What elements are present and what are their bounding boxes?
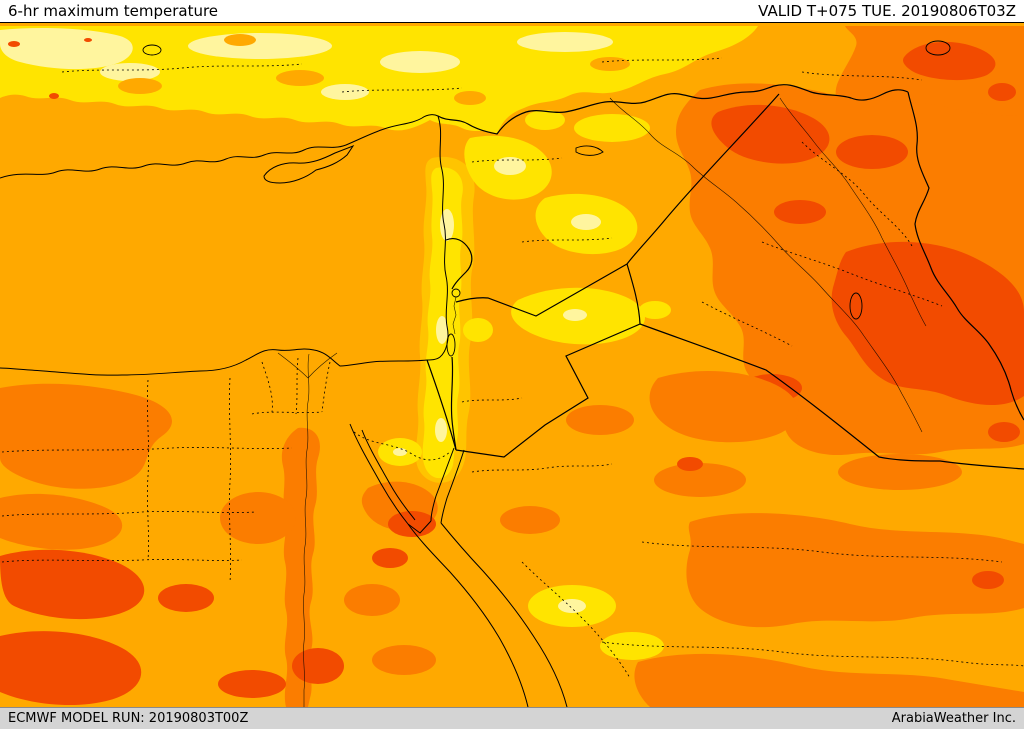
syria-contours (464, 110, 671, 345)
israel-egypt-border (426, 359, 457, 451)
tigris-river (779, 97, 927, 327)
euphrates-river (609, 97, 923, 433)
lake-tuz (142, 44, 162, 56)
map-footer: ECMWF MODEL RUN: 20190803T00Z ArabiaWeat… (0, 707, 1024, 729)
admin-boundaries-dotted (1, 57, 1024, 679)
lake-tharthar (849, 292, 863, 320)
cyprus-island (263, 144, 355, 184)
desert-dark-contours (500, 371, 799, 534)
map-header: 6-hr maximum temperature VALID T+075 TUE… (0, 0, 1024, 23)
nile-river (303, 353, 310, 707)
sinai-south-tip (407, 520, 432, 534)
gulf-of-aqaba-west-shore (430, 447, 455, 522)
gulf-of-suez-west-shore (349, 423, 409, 525)
syria-iraq-border (626, 93, 780, 265)
coastlines (0, 114, 568, 708)
dead-sea (446, 333, 456, 357)
lebanon-syria-border (445, 237, 473, 290)
map-title: 6-hr maximum temperature (8, 2, 219, 20)
red-sea-saudi-coast (440, 522, 568, 708)
attribution-label: ArabiaWeather Inc. (891, 711, 1016, 726)
jordan-saudi-border (455, 323, 641, 458)
levant-yellow-band (422, 167, 493, 479)
gulf-of-aqaba-east-shore (440, 449, 465, 524)
iraq-saudi-border (639, 323, 1024, 470)
jordan-iraq-border (626, 263, 641, 325)
cyprus-west-warm-spot (268, 173, 284, 181)
saudi-contours (528, 454, 1024, 707)
country-borders (426, 84, 1024, 470)
valid-time-label: VALID T+075 TUE. 20190806T03Z (758, 2, 1016, 20)
red-sea-egypt-coast (407, 523, 529, 708)
iraq-contours (676, 83, 1024, 456)
lakes (142, 40, 951, 357)
nile-delta-branch-west (277, 352, 309, 379)
jordan-river (452, 296, 457, 335)
sinai-contours (361, 438, 438, 568)
lake-van (925, 40, 951, 56)
model-run-label: ECMWF MODEL RUN: 20190803T00Z (8, 711, 249, 726)
egypt-contours (0, 383, 436, 707)
syria-jordan-border (455, 263, 628, 317)
gulf-of-suez-east-shore (361, 429, 416, 521)
iran-border (907, 91, 1024, 421)
israel-jordan-border (450, 356, 457, 451)
rivers (277, 97, 927, 707)
lake-assad (575, 145, 604, 156)
mediterranean-coastline (0, 114, 449, 376)
turkey-syria-iraq-border (437, 84, 909, 135)
temperature-contours (0, 26, 1024, 707)
nile-delta-branch-east (307, 352, 338, 379)
